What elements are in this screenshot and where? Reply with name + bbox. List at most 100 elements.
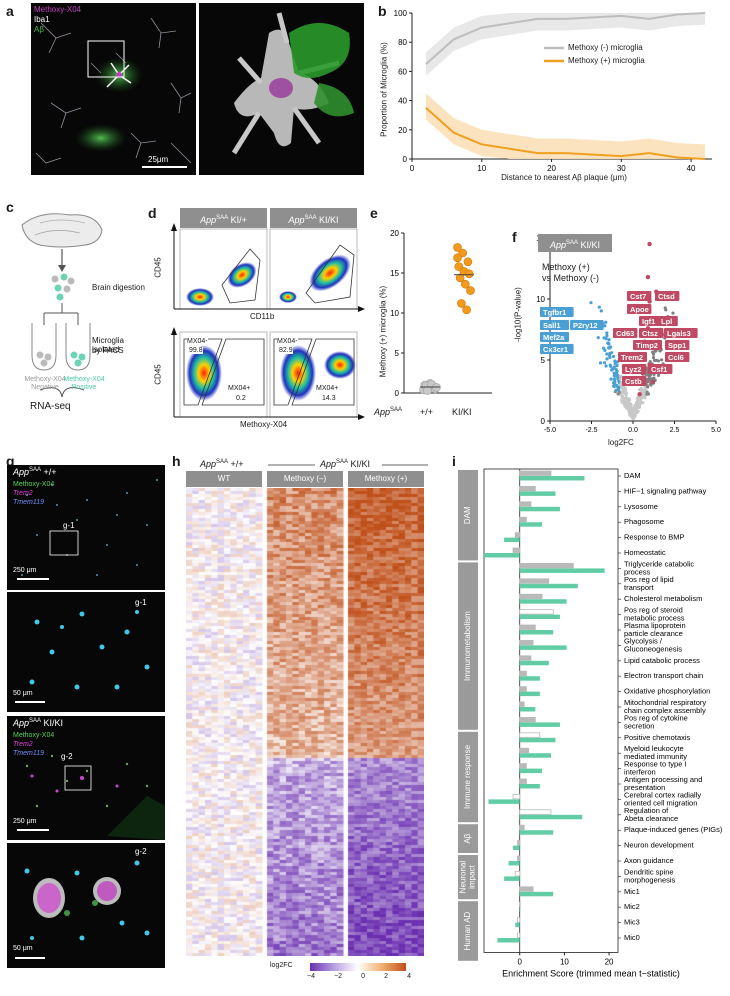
i-bar-neg [520, 640, 533, 645]
f-point [613, 382, 616, 385]
panel-g-title-1: AppSAA +/+ [13, 467, 57, 477]
panel-h-col-wt: WT [186, 471, 262, 487]
f-ytick-label: 5 [541, 356, 546, 365]
i-bar-neg [520, 594, 542, 599]
i-bar-pos [520, 784, 540, 789]
i-bar-neg [520, 779, 527, 784]
panel-e-cat-1: +/+ [420, 407, 433, 417]
panel-a-micrograph-overview: Methoxy-X04 Iba1 Aβ 25μm [31, 3, 196, 175]
f-point [660, 358, 663, 361]
e-ytick-label: 0 [395, 389, 400, 398]
b-band-0 [426, 13, 705, 76]
f-point [643, 387, 646, 390]
e-dot-1 [454, 254, 462, 262]
i-bar-neg [520, 702, 524, 707]
f-point [635, 408, 638, 411]
panel-g-scale-1: 250 μm [13, 567, 37, 574]
i-bar-pos [520, 738, 556, 743]
f-up-label: Ctsz [642, 329, 658, 338]
f-up-label: Cst7 [630, 292, 646, 301]
panel-g-scale-3: 250 μm [13, 818, 37, 825]
f-point [636, 397, 639, 400]
f-point [621, 395, 624, 398]
panel-a-3d-render [199, 3, 364, 175]
panel-h-heatmap: AppSAA +/+ AppSAA KI/KI WT Methoxy (–) M… [180, 455, 435, 991]
i-bar-pos [520, 507, 560, 512]
i-group-label: Immune response [463, 744, 472, 809]
i-category-label: secretion [624, 721, 654, 730]
i-category-label: Response to BMP [624, 533, 684, 542]
i-category-label: Lysosome [624, 502, 658, 511]
panel-b-xlabel: Distance to nearest Aβ plaque (μm) [414, 173, 714, 182]
b-xtick-label: 0 [410, 164, 415, 173]
i-xtick-label: 0 [518, 957, 523, 966]
i-category-label: Homeostatic [624, 548, 666, 557]
f-down-label: P2ry12 [573, 321, 598, 330]
f-point [610, 351, 613, 354]
panel-d-xlabel-bot: Methoxy-X04 [240, 420, 287, 429]
panel-b-legend-2: Methoxy (+) microglia [568, 56, 645, 65]
i-bar-pos [520, 584, 578, 589]
b-xtick-label: 10 [477, 164, 486, 173]
f-ytick-label: 10 [536, 295, 545, 304]
panel-h-col-neg: Methoxy (–) [267, 471, 343, 487]
panel-c-facs-2: by FACS [92, 346, 124, 355]
f-point [647, 392, 650, 395]
panel-g-legend-2a: Methoxy-X04 [13, 732, 54, 739]
e-dot-1 [463, 306, 471, 314]
f-point [605, 352, 608, 355]
i-bar-pos [504, 538, 520, 543]
b-ytick-label: 0 [403, 155, 408, 164]
i-group-label: DAM [463, 506, 472, 524]
f-point [623, 397, 626, 400]
i-bar-pos [515, 923, 519, 928]
i-bar-pos [520, 476, 585, 481]
f-point [606, 341, 609, 344]
panel-d-g2-pos: MX04+ [316, 385, 338, 392]
i-bar-neg [520, 671, 527, 676]
f-up-label: Lpl [661, 317, 672, 326]
panel-d-art [160, 205, 370, 450]
f-up-label: Trem2 [621, 353, 643, 362]
panel-d-ylabel-top: CD45 [154, 257, 163, 277]
panel-b-chart: 0 20 40 60 80 100 0 10 20 30 40 Proportion of Micr… [374, 3, 724, 188]
f-point [657, 374, 660, 377]
i-group-label: Neuronal [459, 861, 468, 894]
i-bar-neg [515, 871, 519, 876]
i-category-label: Neuron development [624, 841, 695, 850]
panel-g-box-1: g-1 [63, 521, 75, 530]
i-bar-neg [520, 579, 549, 584]
panel-g-legend-1c: Tmem119 [13, 499, 44, 506]
f-point [613, 359, 616, 362]
panel-f-sub1: Methoxy (+) [542, 262, 590, 272]
panel-d-g2-neg-val: 82.9 [279, 347, 293, 354]
i-xlabel: Enrichment Score (trimmed mean t−statist… [502, 968, 680, 978]
panel-d-g1-neg-val: 99.8 [189, 347, 203, 354]
i-bar-pos [520, 815, 583, 820]
i-bar-pos [520, 722, 560, 727]
i-bar-pos [520, 568, 605, 573]
f-up-label: Lgals3 [667, 329, 691, 338]
f-point [605, 357, 608, 360]
i-category-label: Mic2 [624, 902, 640, 911]
i-bar-neg [518, 856, 520, 861]
f-up-label: Spp1 [668, 341, 686, 350]
panel-e-chart: 0 5 10 15 20 Methoxy (+) microglia (%) AppSA… [374, 215, 504, 450]
panel-g-box-2: g-2 [61, 752, 73, 761]
f-up-label: Igf1 [642, 317, 655, 326]
i-bar-neg [520, 887, 533, 892]
i-bar-neg [518, 933, 520, 938]
f-point [615, 364, 618, 367]
i-bar-pos [484, 553, 520, 558]
i-xtick-label: 20 [605, 957, 614, 966]
f-up-point [647, 242, 651, 246]
panel-g-title-2: AppSAA KI/KI [13, 718, 63, 728]
f-point [609, 365, 612, 368]
panel-g-legend-2c: Tmem119 [13, 750, 44, 757]
f-point [605, 331, 608, 334]
panel-g-scale-4: 50 μm [13, 945, 33, 952]
f-point [597, 336, 600, 339]
f-point [639, 402, 642, 405]
f-up-label: Csf1 [651, 365, 667, 374]
legend-methoxy-a: Methoxy-X04 [34, 5, 81, 14]
